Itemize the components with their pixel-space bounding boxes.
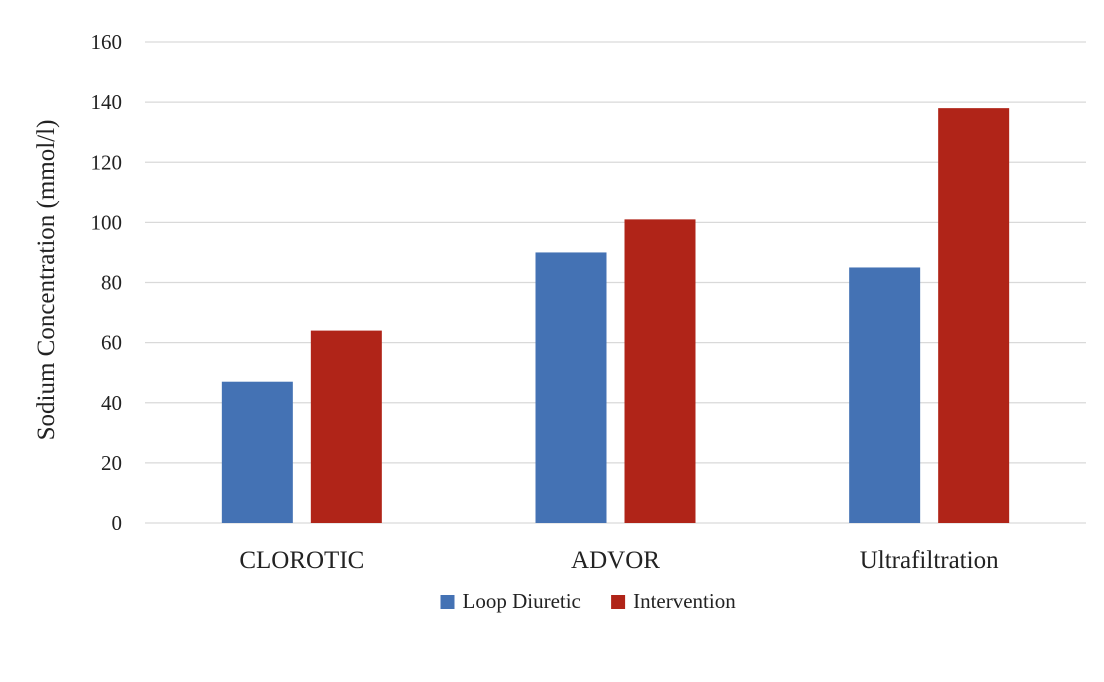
y-tick-label: 160: [91, 30, 123, 54]
bar-intervention-clorotic: [310, 330, 382, 523]
x-category-label: Ultrafiltration: [860, 547, 999, 574]
y-tick-label: 140: [91, 90, 123, 114]
y-tick-label: 60: [101, 331, 122, 355]
legend: Loop Diuretic Intervention: [440, 589, 736, 613]
legend-label: Loop Diuretic: [463, 589, 581, 613]
gridlines: [145, 41, 1086, 524]
x-axis-categories: CLOROTIC ADVOR Ultrafiltration: [239, 547, 999, 574]
x-category-label: ADVOR: [571, 547, 660, 574]
bars: [221, 108, 1010, 523]
bar-intervention-ultrafiltration: [938, 108, 1010, 523]
y-tick-label: 120: [91, 150, 123, 174]
y-tick-label: 100: [91, 210, 123, 234]
bar-intervention-advor: [624, 219, 696, 523]
x-category-label: CLOROTIC: [239, 547, 364, 574]
bar-loop-diuretic-ultrafiltration: [849, 267, 921, 523]
bar-loop-diuretic-clorotic: [221, 381, 293, 523]
y-tick-label: 20: [101, 451, 122, 475]
y-axis-ticks: 0 20 40 60 80 100 120 140 160: [91, 30, 123, 535]
legend-label: Intervention: [633, 589, 736, 613]
y-tick-label: 0: [112, 511, 123, 535]
y-tick-label: 40: [101, 391, 122, 415]
bar-loop-diuretic-advor: [535, 252, 607, 523]
legend-swatch: [440, 595, 455, 609]
legend-swatch: [611, 595, 626, 609]
y-axis-title: Sodium Concentration (mmol/l): [33, 120, 60, 441]
y-tick-label: 80: [101, 271, 122, 295]
